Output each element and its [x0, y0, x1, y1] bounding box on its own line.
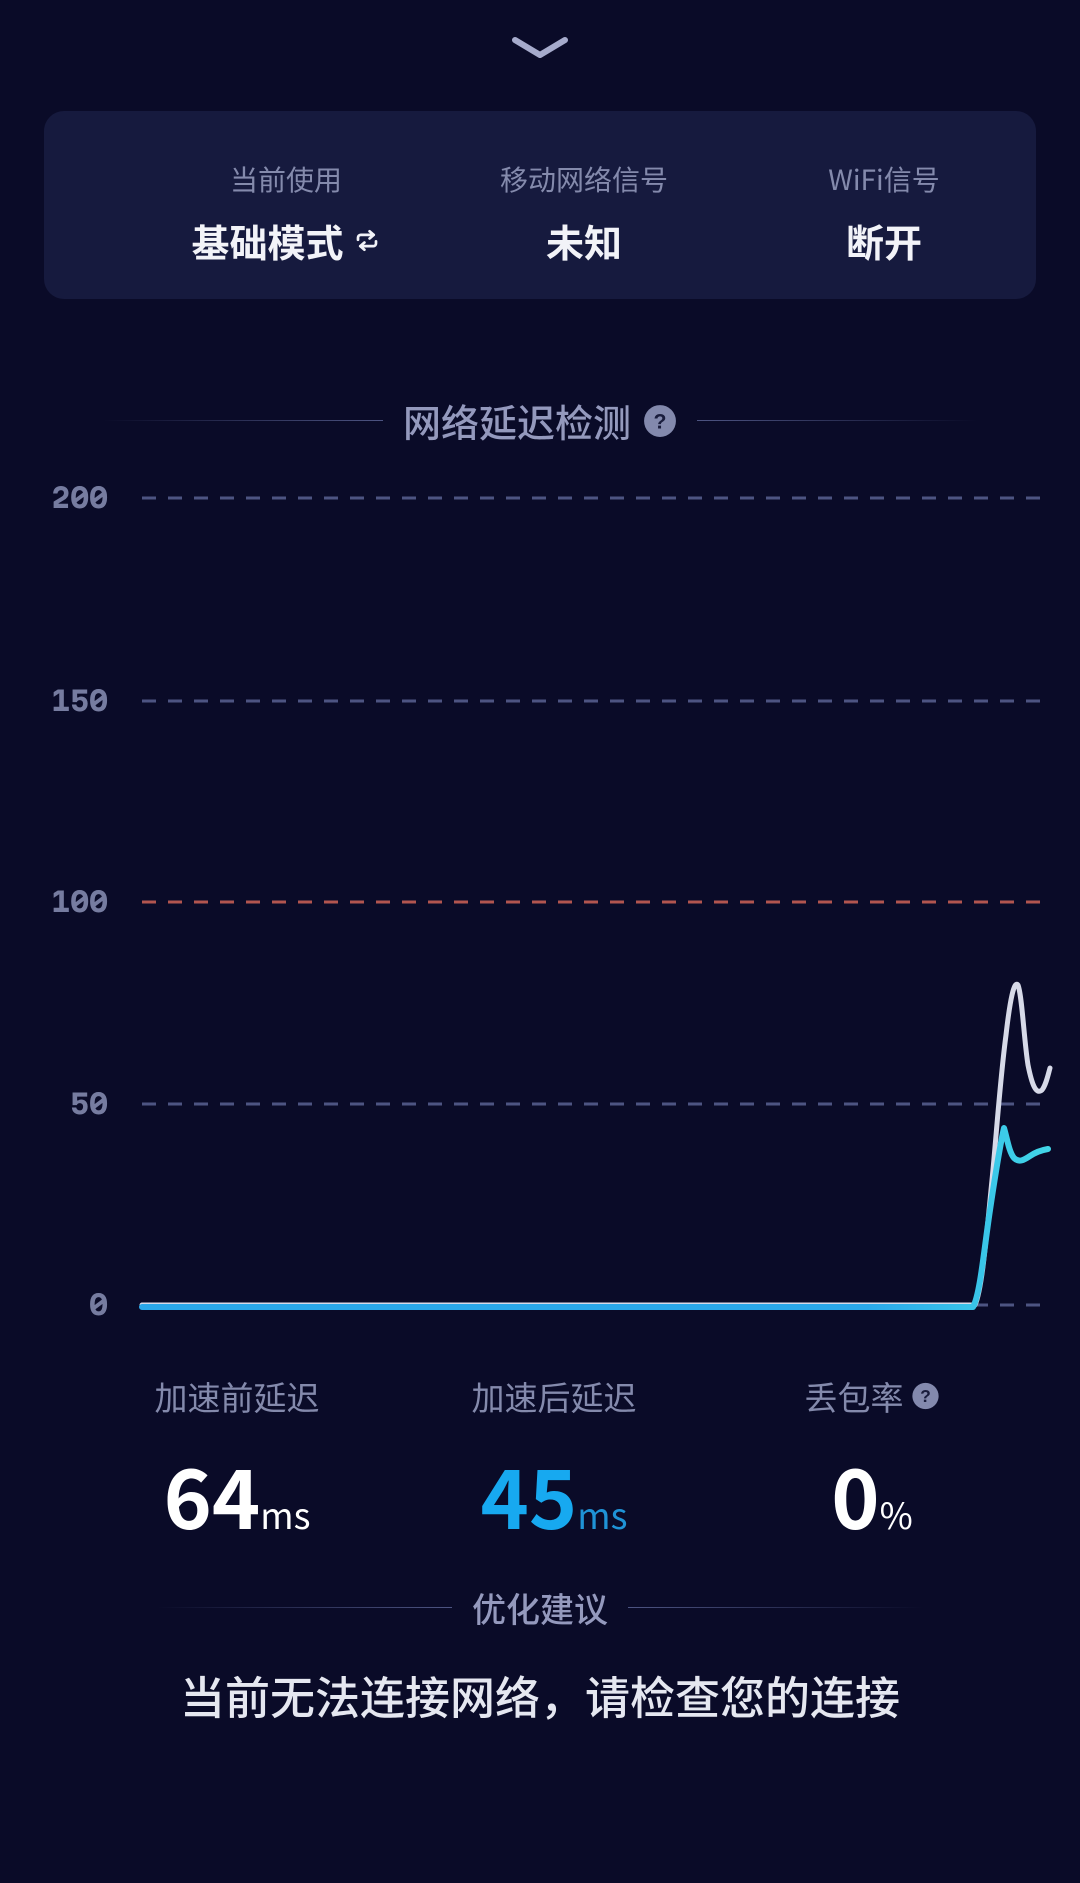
- svg-text:0: 0: [89, 1289, 108, 1321]
- svg-text:200: 200: [51, 482, 108, 514]
- svg-text:?: ?: [920, 1386, 931, 1406]
- svg-text:100: 100: [51, 886, 108, 918]
- svg-text:50: 50: [70, 1088, 108, 1120]
- svg-text:150: 150: [51, 685, 108, 717]
